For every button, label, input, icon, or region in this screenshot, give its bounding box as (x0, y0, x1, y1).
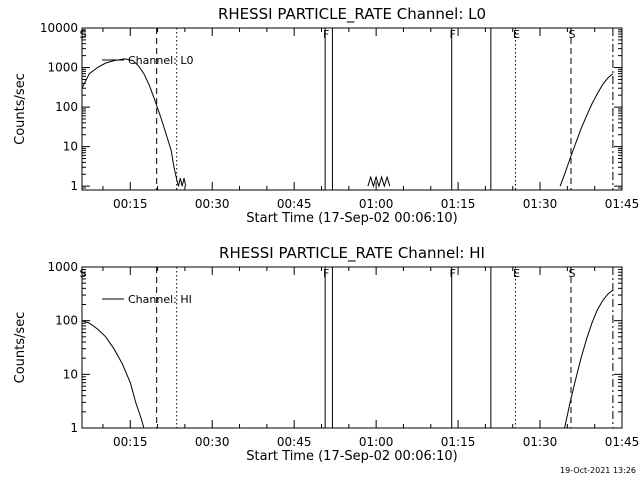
event-marker-label: S (569, 267, 576, 280)
x-axis-label: Start Time (17-Sep-02 00:06:10) (246, 211, 457, 226)
y-axis-label: Counts/sec (13, 73, 28, 145)
legend-label: Channel: L0 (128, 54, 194, 67)
timestamp-label: 19-Oct-2021 13:26 (560, 466, 636, 475)
y-tick-label: 1000 (47, 61, 78, 75)
x-tick-label: 00:30 (195, 197, 230, 211)
y-tick-label: 10 (63, 140, 78, 154)
series-line-segment (564, 289, 614, 429)
event-marker-label: F (323, 267, 329, 280)
event-marker-label: S (569, 28, 576, 41)
chart-title: RHESSI PARTICLE_RATE Channel: L0 (218, 5, 486, 24)
event-marker-label: E (513, 28, 520, 41)
y-tick-label: 10000 (40, 21, 78, 35)
y-tick-label: 1 (70, 179, 78, 193)
y-axis-label: Counts/sec (13, 312, 28, 384)
series-line-segment (367, 175, 391, 188)
y-tick-label: 100 (55, 314, 78, 328)
x-tick-label: 00:30 (195, 435, 230, 449)
legend-label: Channel: HI (128, 293, 192, 306)
series-line-segment (81, 58, 187, 187)
x-tick-label: 01:45 (605, 435, 640, 449)
x-tick-label: 01:15 (441, 435, 476, 449)
event-marker-label: S (80, 267, 87, 280)
x-tick-label: 01:30 (523, 197, 558, 211)
chart-panel-hi: RHESSI PARTICLE_RATE Channel: HI 1 10 100 10… (13, 244, 639, 464)
y-tick-label: 100 (55, 100, 78, 114)
series-line-segment (81, 320, 145, 429)
x-tick-label: 01:45 (605, 197, 640, 211)
x-tick-label: 00:45 (277, 435, 312, 449)
chart-title: RHESSI PARTICLE_RATE Channel: HI (219, 244, 485, 263)
x-tick-label: 00:15 (113, 197, 148, 211)
series-line-segment (559, 73, 614, 187)
x-axis-label: Start Time (17-Sep-02 00:06:10) (246, 449, 457, 464)
y-tick-label: 10 (63, 367, 78, 381)
y-tick-label: 1 (70, 421, 78, 435)
event-marker-label: F (323, 28, 329, 41)
chart-panel-l0: RHESSI PARTICLE_RATE Channel: L0 1 10 100 10… (13, 5, 639, 226)
x-tick-label: 01:15 (441, 197, 476, 211)
event-marker-label: F (450, 267, 456, 280)
y-tick-label: 1000 (47, 260, 78, 274)
x-tick-label: 00:15 (113, 435, 148, 449)
event-marker-label: E (513, 267, 520, 280)
x-tick-label: 01:00 (359, 197, 394, 211)
x-tick-label: 01:30 (523, 435, 558, 449)
x-tick-label: 00:45 (277, 197, 312, 211)
event-marker-label: F (450, 28, 456, 41)
x-tick-label: 01:00 (359, 435, 394, 449)
event-marker-label: S (80, 28, 87, 41)
